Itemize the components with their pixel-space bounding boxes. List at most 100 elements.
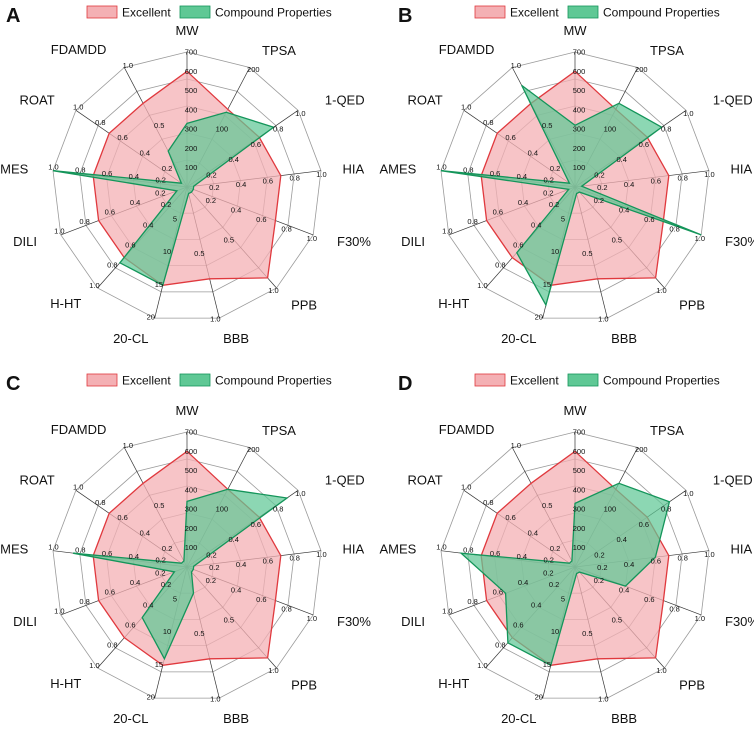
- axis-label-hht: H-HT: [438, 296, 469, 311]
- tick-label: 1.0: [307, 614, 317, 623]
- axis-label-tpsa: TPSA: [650, 423, 684, 438]
- tick-label: 0.2: [161, 580, 171, 589]
- tick-label: 0.8: [273, 504, 283, 513]
- tick-label: 0.2: [597, 183, 607, 192]
- tick-label: 20: [535, 693, 543, 702]
- tick-label: 0.5: [542, 121, 552, 130]
- tick-label: 200: [635, 445, 648, 454]
- tick-label: 0.6: [251, 520, 261, 529]
- tick-label: 0.2: [162, 164, 172, 173]
- axis-label-1qed: 1-QED: [325, 472, 365, 487]
- legend: Excellent Compound Properties: [86, 373, 332, 388]
- tick-label: 1.0: [48, 542, 58, 551]
- legend-swatch-compound: [179, 373, 211, 387]
- tick-label: 0.8: [495, 261, 505, 270]
- tick-label: 0.2: [206, 171, 216, 180]
- tick-label: 0.8: [463, 546, 473, 555]
- tick-label: 0.4: [616, 535, 626, 544]
- tick-label: 100: [604, 505, 617, 514]
- axis-label-roat: ROAT: [20, 92, 55, 107]
- tick-label: 0.6: [105, 588, 115, 597]
- tick-label: 0.8: [281, 225, 291, 234]
- axis-label-ppb: PPB: [291, 298, 317, 313]
- axis-label-mw: MW: [563, 23, 587, 38]
- tick-label: 0.2: [543, 175, 553, 184]
- axis-label-tpsa: TPSA: [262, 423, 296, 438]
- tick-label: 1.0: [210, 695, 220, 704]
- tick-label: 1.0: [295, 109, 305, 118]
- tick-label: 1.0: [436, 162, 446, 171]
- tick-label: 0.8: [467, 217, 477, 226]
- tick-label: 500: [185, 86, 198, 95]
- tick-label: 0.2: [161, 200, 171, 209]
- tick-label: 1.0: [477, 281, 487, 290]
- tick-label: 0.6: [644, 215, 654, 224]
- axis-label-1qed: 1-QED: [713, 472, 753, 487]
- legend: Excellent Compound Properties: [474, 374, 720, 388]
- axis-label-hht: H-HT: [50, 296, 81, 311]
- tick-label: 10: [551, 247, 559, 256]
- tick-label: 10: [163, 247, 171, 256]
- tick-label: 0.8: [281, 605, 291, 614]
- tick-label: 0.8: [95, 498, 105, 507]
- legend-label-compound: Compound Properties: [215, 374, 332, 388]
- tick-label: 0.8: [661, 504, 671, 513]
- tick-label: 0.6: [493, 208, 503, 217]
- axis-label-fdamdd: FDAMDD: [51, 422, 107, 437]
- tick-label: 10: [163, 627, 171, 636]
- tick-label: 0.5: [542, 501, 552, 510]
- tick-label: 0.5: [612, 616, 622, 625]
- axis-label-tpsa: TPSA: [650, 43, 684, 58]
- tick-label: 0.6: [513, 241, 523, 250]
- tick-label: 0.4: [528, 149, 538, 158]
- tick-label: 300: [573, 505, 586, 514]
- tick-label: 1.0: [695, 234, 705, 243]
- tick-label: 0.5: [224, 616, 234, 625]
- tick-label: 0.6: [493, 588, 503, 597]
- tick-label: 0.4: [624, 560, 634, 569]
- tick-label: 1.0: [436, 542, 446, 551]
- axis-label-ppb: PPB: [679, 678, 705, 693]
- tick-label: 0.2: [209, 183, 219, 192]
- grid-ring-5: [52, 51, 322, 319]
- grid-ring-5: [440, 431, 710, 699]
- axis-label-20cl: 20-CL: [113, 331, 148, 346]
- tick-label: 200: [185, 144, 198, 153]
- tick-label: 0.8: [79, 217, 89, 226]
- tick-label: 0.5: [224, 236, 234, 245]
- tick-label: 0.2: [155, 568, 165, 577]
- axis-label-ppb: PPB: [291, 678, 317, 693]
- tick-label: 0.8: [75, 546, 85, 555]
- tick-label: 0.4: [518, 578, 528, 587]
- tick-label: 600: [573, 67, 586, 76]
- tick-label: 1.0: [48, 162, 58, 171]
- axis-label-20cl: 20-CL: [113, 711, 148, 726]
- tick-label: 1.0: [598, 695, 608, 704]
- tick-label: 1.0: [704, 170, 714, 179]
- grid-ring-5: [52, 431, 322, 699]
- legend-label-compound: Compound Properties: [603, 6, 720, 20]
- axis-label-bbb: BBB: [223, 331, 249, 346]
- tick-label: 1.0: [268, 666, 278, 675]
- tick-label: 1.0: [704, 550, 714, 559]
- tick-label: 0.4: [619, 205, 629, 214]
- tick-label: 100: [573, 163, 586, 172]
- axis-label-20cl: 20-CL: [501, 711, 536, 726]
- axis-label-dili: DILI: [401, 614, 425, 629]
- tick-label: 100: [216, 125, 229, 134]
- tick-label: 15: [155, 660, 163, 669]
- tick-label: 1.0: [656, 666, 666, 675]
- tick-label: 0.4: [531, 600, 541, 609]
- tick-label: 1.0: [295, 489, 305, 498]
- tick-label: 0.4: [619, 585, 629, 594]
- tick-label: 0.6: [651, 177, 661, 186]
- tick-label: 0.4: [528, 529, 538, 538]
- series-compound: [52, 111, 276, 287]
- series-compound: [459, 482, 671, 667]
- radar-panel-D: D Excellent Compound Properties 100 200 300 40…: [379, 373, 754, 726]
- tick-label: 0.5: [194, 249, 204, 258]
- tick-label: 0.6: [125, 241, 135, 250]
- tick-label: 400: [185, 485, 198, 494]
- tick-label: 0.4: [518, 198, 528, 207]
- grid-ring-4: [79, 458, 295, 673]
